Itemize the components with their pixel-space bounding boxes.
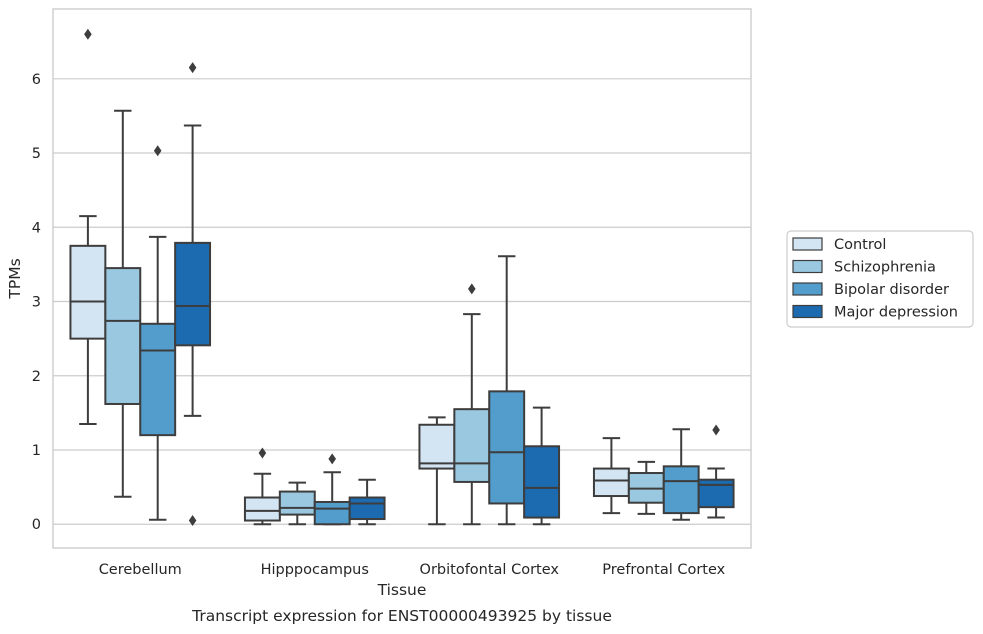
box <box>592 467 630 498</box>
legend-label: Bipolar disorder <box>834 282 949 298</box>
outlier-marker <box>468 283 476 295</box>
box-group <box>174 62 212 527</box>
outlier-marker <box>188 515 197 527</box>
box-group <box>627 460 665 515</box>
y-tick-label: 4 <box>32 220 41 236</box>
figure-caption: Transcript expression for ENST0000049392… <box>191 607 612 625</box>
box-group <box>418 416 456 526</box>
box-group <box>662 428 700 521</box>
box <box>488 390 526 505</box>
box <box>243 496 281 522</box>
box <box>453 408 491 483</box>
x-tick-label: Orbitofontal Cortex <box>420 562 560 578</box>
legend-label: Major depression <box>834 305 958 321</box>
y-tick-label: 1 <box>32 443 41 459</box>
box <box>523 445 561 519</box>
box <box>313 500 351 526</box>
outlier-marker <box>712 424 720 436</box>
outlier-marker <box>153 145 162 157</box>
x-tick-label: Prefrontal Cortex <box>602 562 725 578</box>
box-group <box>348 478 386 526</box>
box-group <box>243 447 281 526</box>
x-tick-labels: Cerebellum Hipppocampus Orbitofontal Corte… <box>99 562 726 578</box>
y-tick-label: 6 <box>32 72 41 88</box>
x-tick-label: Cerebellum <box>99 562 182 578</box>
outlier-marker <box>188 62 197 74</box>
legend-label: Schizophrenia <box>834 260 936 276</box>
x-tick-label: Hipppocampus <box>261 562 369 578</box>
legend: Control Schizophrenia Bipolar disorder Majo… <box>786 230 974 328</box>
box <box>104 267 142 405</box>
y-tick-label: 2 <box>32 369 41 385</box>
box-group <box>697 424 735 519</box>
y-tick-labels: 0 1 2 3 4 5 6 <box>32 72 41 533</box>
y-tick-label: 5 <box>32 146 41 162</box>
box <box>278 490 316 516</box>
box-group <box>453 283 491 526</box>
box <box>174 241 212 347</box>
legend-box <box>786 230 974 328</box>
y-axis-label: TPMs <box>6 258 24 299</box>
box-group <box>139 145 177 521</box>
box <box>418 423 456 470</box>
box-groups <box>69 28 735 527</box>
legend-swatch <box>792 304 823 319</box>
legend-swatch <box>792 237 823 251</box>
box <box>139 322 177 437</box>
outlier-marker <box>84 28 92 40</box>
outlier-marker <box>328 453 336 465</box>
y-tick-label: 0 <box>32 517 41 533</box>
box <box>348 496 386 521</box>
box <box>697 478 735 509</box>
outlier-marker <box>258 447 267 459</box>
x-axis-label: Tissue <box>377 581 427 599</box>
legend-swatch <box>792 282 823 296</box>
legend-swatch <box>792 259 823 274</box>
legend-label: Control <box>834 237 886 253</box>
plot-frame <box>52 8 752 549</box>
y-tick-label: 3 <box>32 295 41 311</box>
box-group <box>523 406 561 526</box>
box <box>662 465 700 515</box>
box <box>69 244 107 340</box>
